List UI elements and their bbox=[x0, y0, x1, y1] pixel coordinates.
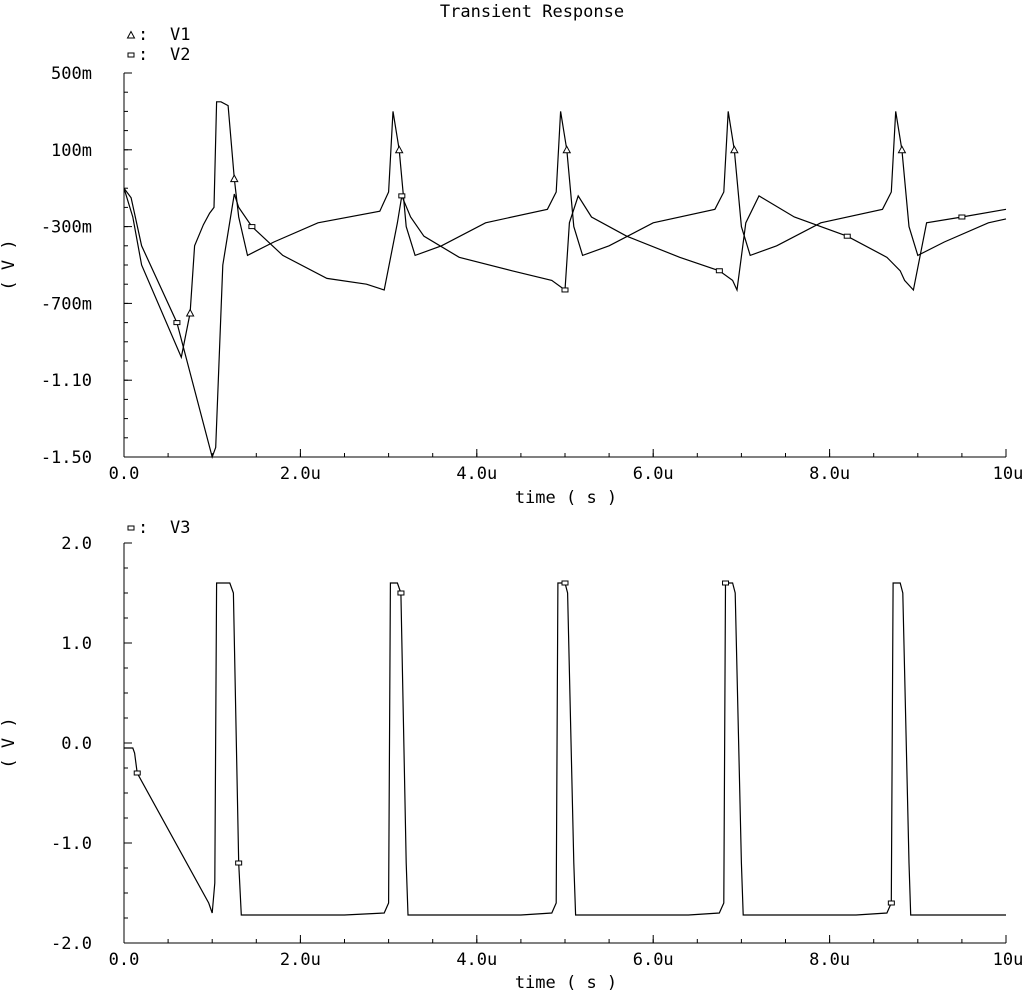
y-tick-label: -1.10 bbox=[41, 371, 92, 391]
legend-marker-v1 bbox=[126, 30, 136, 39]
series-marker-v3 bbox=[235, 860, 243, 866]
y-tick-label: 2.0 bbox=[61, 534, 92, 554]
series-line-v3 bbox=[124, 582, 1006, 916]
top-plot: 0.0 2.0u 4.0u 6.0u 8.0u 10u 500m 100m -300m -700m… bbox=[0, 25, 1023, 508]
x-tick-label: 0.0 bbox=[109, 950, 140, 970]
legend-colon: : bbox=[138, 45, 148, 65]
series-marker-v3 bbox=[397, 590, 405, 596]
legend-colon: : bbox=[138, 25, 148, 45]
series-marker-v2 bbox=[561, 287, 569, 293]
series-marker-v3 bbox=[561, 580, 569, 586]
x-tick-label: 10u bbox=[993, 464, 1024, 484]
legend-label-v1: V1 bbox=[170, 25, 190, 45]
series-marker-v1 bbox=[185, 308, 195, 317]
series-marker-v2 bbox=[248, 224, 256, 230]
y-tick-label: 100m bbox=[51, 141, 92, 161]
series-marker-v1 bbox=[562, 145, 572, 154]
series-marker-v3 bbox=[722, 580, 730, 586]
series-marker-v1 bbox=[730, 145, 739, 154]
y-tick-label: -2.0 bbox=[51, 934, 92, 954]
series-marker-v3 bbox=[887, 900, 895, 906]
x-tick-label: 6.0u bbox=[633, 464, 674, 484]
x-tick-label: 2.0u bbox=[280, 950, 321, 970]
bottom-plot: 0.0 2.0u 4.0u 6.0u 8.0u 10u 2.0 1.0 0.0 -1.0 -2.0 t… bbox=[0, 518, 1023, 993]
y-axis-label: ( V ) bbox=[0, 239, 19, 290]
y-tick-label: -1.0 bbox=[51, 834, 92, 854]
y-tick-label: -1.50 bbox=[41, 448, 92, 468]
y-tick-label: -300m bbox=[41, 218, 92, 238]
y-tick-label: 0.0 bbox=[61, 734, 92, 754]
x-tick-label: 8.0u bbox=[809, 950, 850, 970]
series-marker-v2 bbox=[843, 233, 851, 239]
y-tick-label: 1.0 bbox=[61, 634, 92, 654]
series-line-v1 bbox=[123, 101, 1007, 360]
x-tick-label: 10u bbox=[993, 950, 1024, 970]
y-tick-label: 500m bbox=[51, 64, 92, 84]
chart-title: Transient Response bbox=[440, 2, 624, 22]
legend-colon: : bbox=[138, 518, 148, 538]
series-marker-v2 bbox=[398, 193, 406, 199]
x-axis-label: time ( s ) bbox=[515, 488, 617, 508]
legend-label-v3: V3 bbox=[170, 518, 190, 538]
series-marker-v2 bbox=[715, 268, 723, 274]
series-marker-v3 bbox=[133, 770, 141, 776]
x-tick-label: 8.0u bbox=[809, 464, 850, 484]
legend-marker-v2 bbox=[127, 52, 135, 58]
series-marker-v1 bbox=[229, 174, 239, 183]
x-axis-label: time ( s ) bbox=[515, 973, 617, 993]
x-tick-label: 4.0u bbox=[456, 464, 497, 484]
y-axis-label: ( V ) bbox=[0, 717, 19, 768]
series-marker-v2 bbox=[173, 320, 181, 326]
series-marker-v2 bbox=[958, 214, 966, 220]
x-tick-label: 0.0 bbox=[109, 464, 140, 484]
x-tick-label: 6.0u bbox=[633, 950, 674, 970]
series-line-v2 bbox=[123, 187, 1007, 460]
x-tick-label: 4.0u bbox=[456, 950, 497, 970]
series-marker-v1 bbox=[897, 145, 907, 154]
legend-marker-v3 bbox=[127, 525, 135, 531]
legend-label-v2: V2 bbox=[170, 45, 190, 65]
y-tick-label: -700m bbox=[41, 294, 92, 314]
x-tick-label: 2.0u bbox=[280, 464, 321, 484]
series-marker-v1 bbox=[394, 145, 404, 154]
